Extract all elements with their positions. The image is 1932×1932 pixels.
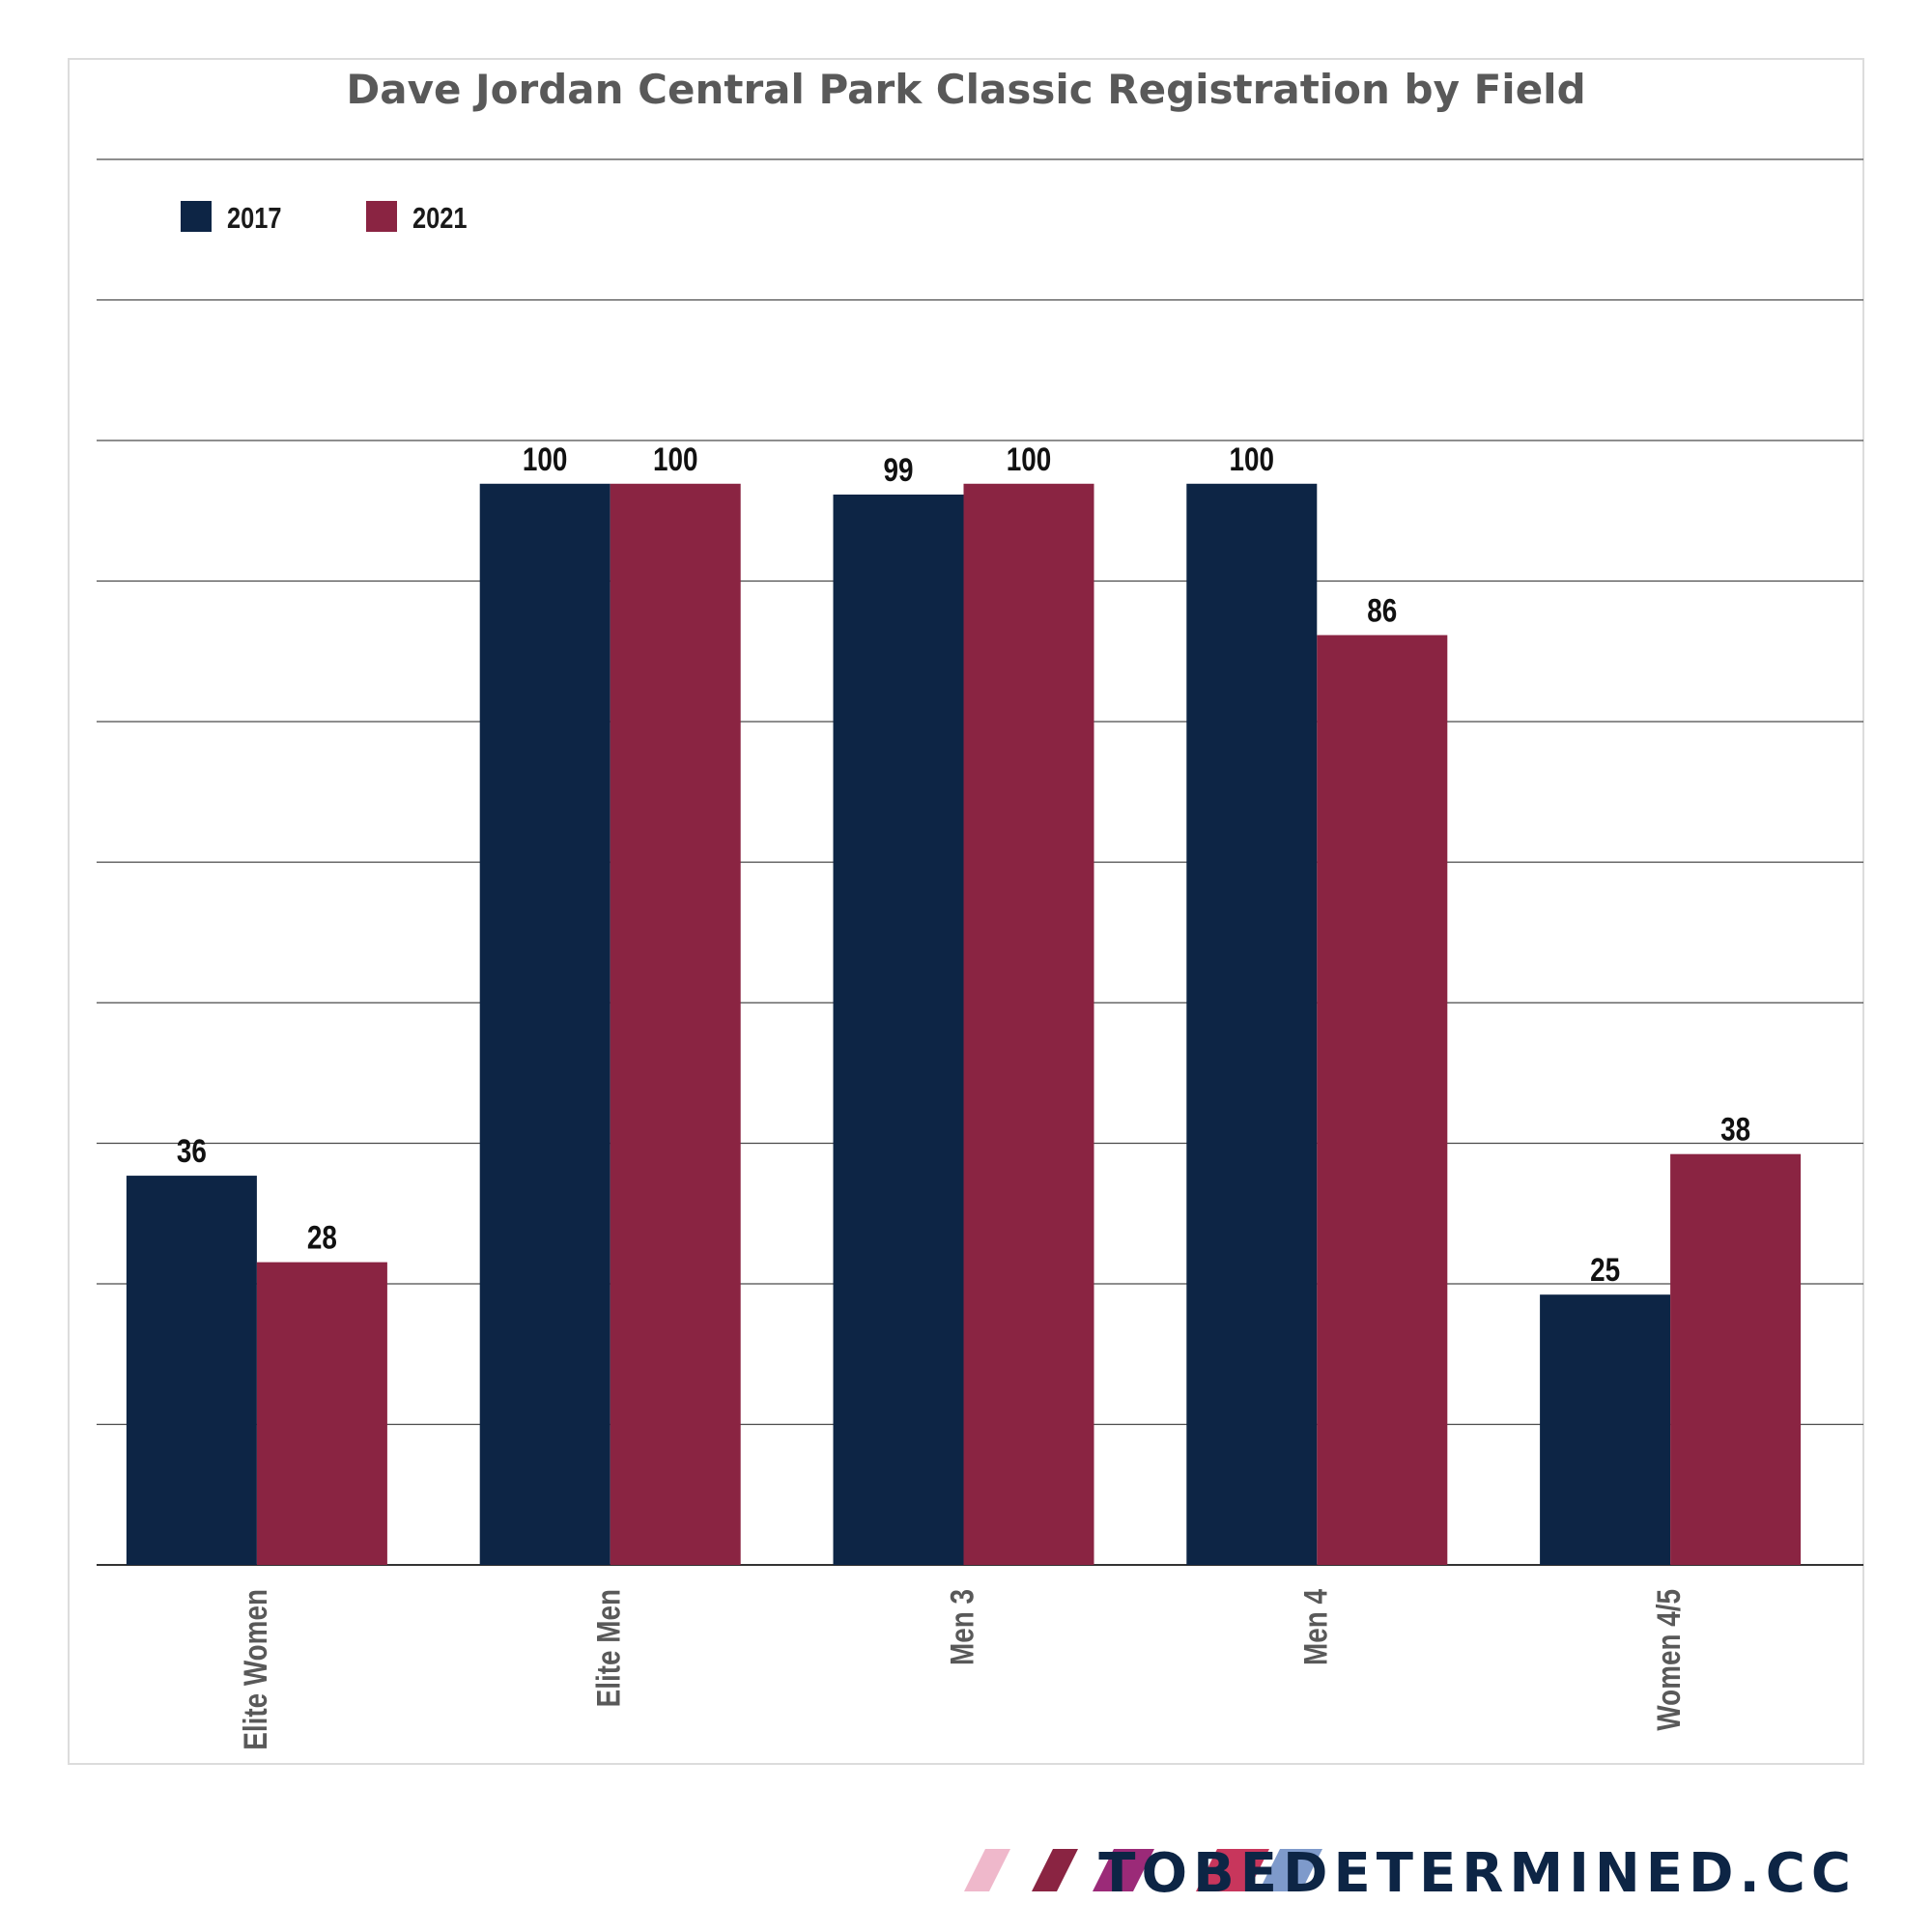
- data-label: 28: [307, 1219, 337, 1256]
- legend-swatch-2017: [181, 201, 212, 232]
- bars: [126, 483, 1802, 1565]
- data-label: 100: [523, 440, 568, 477]
- legend-swatch-2021: [366, 201, 397, 232]
- chart-title: Dave Jordan Central Park Classic Registr…: [346, 66, 1585, 113]
- legend-label-2021: 2021: [412, 202, 468, 236]
- bar-2021-elite-men: [610, 483, 741, 1565]
- data-labels: 36 28 100 100 99 100 100 86 25 38: [177, 440, 1750, 1289]
- bar-2017-elite-women: [126, 1176, 257, 1565]
- brand-text: TOBEDETERMINED.CC: [1098, 1842, 1857, 1905]
- bar-2017-elite-men: [479, 483, 611, 1565]
- data-label: 36: [177, 1132, 207, 1169]
- brand-stripe: [1196, 1849, 1269, 1891]
- bar-2021-men-4: [1317, 635, 1448, 1565]
- category-labels: Elite Women Elite Men Men 3 Men 4 Women 4/5: [237, 1588, 1687, 1749]
- data-label: 86: [1367, 592, 1397, 629]
- data-label: 25: [1590, 1252, 1620, 1289]
- category-label: Women 4/5: [1650, 1589, 1687, 1731]
- brand-stripes-logo: [964, 1849, 1322, 1891]
- bar-2017-men-4: [1186, 483, 1318, 1565]
- data-label: 100: [1230, 440, 1275, 477]
- data-label: 99: [883, 451, 913, 488]
- legend-label-2017: 2017: [227, 202, 282, 236]
- brand-stripe: [1259, 1849, 1322, 1891]
- category-label: Men 4: [1297, 1588, 1334, 1665]
- bar-2017-women-4-5: [1540, 1294, 1671, 1565]
- category-label: Elite Men: [590, 1589, 627, 1707]
- brand-stripe: [1093, 1849, 1154, 1891]
- legend: 2017 2021: [181, 201, 468, 236]
- category-label: Men 3: [944, 1589, 980, 1665]
- data-label: 100: [653, 440, 698, 477]
- bar-2021-men-3: [963, 483, 1094, 1565]
- brand-stripe: [1032, 1849, 1078, 1891]
- bar-2017-men-3: [833, 494, 964, 1565]
- data-label: 100: [1007, 440, 1052, 477]
- category-label: Elite Women: [237, 1589, 273, 1750]
- bar-2021-elite-women: [256, 1262, 387, 1565]
- brand-stripe: [964, 1849, 1010, 1891]
- bar-2021-women-4-5: [1670, 1153, 1802, 1565]
- data-label: 38: [1720, 1111, 1750, 1148]
